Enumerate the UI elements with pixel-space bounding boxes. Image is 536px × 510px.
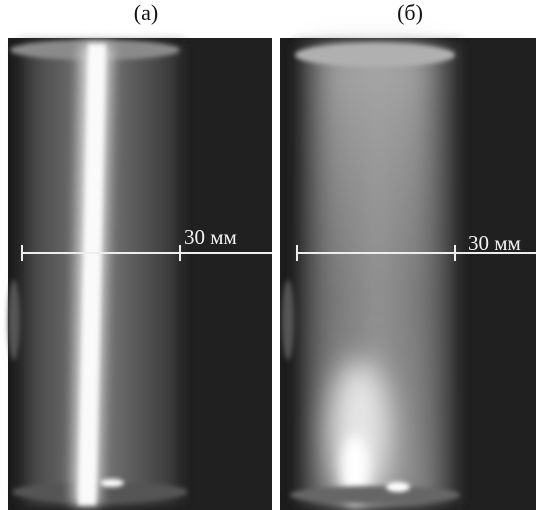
figure: (а) (б) 30 мм 30 мм (0, 0, 536, 510)
panel-b: 30 мм (280, 38, 536, 510)
scale-label: 30 мм (468, 231, 521, 255)
panel-label: (а) (134, 0, 158, 25)
scale-label: 30 мм (184, 225, 237, 249)
panel-label: (б) (397, 0, 423, 25)
panel-a: 30 мм (8, 38, 272, 510)
